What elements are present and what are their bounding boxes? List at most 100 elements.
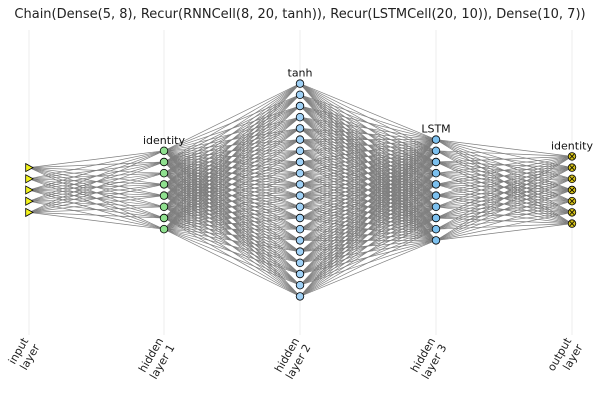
- edge: [163, 150, 301, 230]
- edge: [435, 150, 573, 157]
- edge: [163, 139, 301, 230]
- node-x-mark: [569, 153, 575, 159]
- node-hidden-1: [159, 168, 169, 178]
- edge: [299, 139, 437, 219]
- edge: [163, 83, 301, 219]
- node-hidden-3: [431, 236, 441, 245]
- edge: [28, 150, 165, 180]
- edge: [163, 228, 301, 297]
- node-hidden-2: [295, 236, 305, 245]
- activation-labels: identity tanh LSTM identity: [143, 67, 593, 153]
- edge: [163, 83, 301, 185]
- edge: [299, 139, 437, 275]
- edge: [28, 150, 165, 168]
- node-hidden-2: [295, 258, 305, 267]
- node-hidden-3: [431, 224, 441, 234]
- node-hidden-3: [431, 202, 441, 211]
- node-hidden-2: [295, 112, 305, 122]
- edge: [299, 206, 437, 297]
- node-hidden-2: [295, 202, 305, 211]
- edge: [163, 83, 301, 174]
- edge: [435, 139, 573, 157]
- edge: [299, 161, 437, 297]
- edge: [163, 228, 301, 286]
- edge: [435, 156, 573, 185]
- node-hidden-2: [295, 124, 305, 133]
- node-hidden-2: [295, 157, 305, 167]
- edge: [163, 195, 301, 230]
- edge: [163, 228, 301, 275]
- edge: [163, 94, 301, 230]
- edge: [299, 139, 437, 163]
- edge: [163, 228, 301, 241]
- edge: [28, 195, 165, 213]
- node-x-mark: [569, 176, 575, 182]
- edge: [28, 172, 165, 213]
- edge: [299, 116, 437, 140]
- neuron-nodes: [25, 79, 577, 301]
- activation-label-hidden-3: LSTM: [421, 123, 450, 136]
- node-hidden-2: [295, 146, 305, 155]
- node-hidden-1: [159, 157, 169, 167]
- node-hidden-2: [295, 281, 305, 290]
- edge: [435, 156, 573, 174]
- node-hidden-1: [159, 224, 169, 234]
- edge: [28, 150, 165, 191]
- node-hidden-3: [431, 191, 441, 200]
- edge: [299, 184, 437, 297]
- edge: [163, 128, 301, 230]
- node-hidden-1: [159, 146, 169, 155]
- edge: [299, 139, 437, 241]
- edge: [299, 139, 437, 297]
- edge: [435, 156, 573, 196]
- edge: [435, 156, 573, 230]
- edge: [299, 139, 437, 196]
- node-hidden-1: [159, 213, 169, 223]
- edge: [163, 184, 301, 230]
- node-hidden-2: [295, 269, 305, 279]
- edge: [435, 189, 573, 241]
- edge: [28, 212, 165, 230]
- edge: [163, 228, 301, 252]
- node-input: [25, 207, 34, 218]
- node-input: [25, 196, 34, 206]
- node-hidden-2: [295, 292, 305, 301]
- edge: [299, 139, 437, 185]
- edge: [435, 156, 573, 241]
- node-hidden-2: [295, 168, 305, 178]
- node-hidden-2: [295, 191, 305, 200]
- node-hidden-2: [295, 101, 305, 111]
- edge: [28, 150, 165, 202]
- node-hidden-2: [295, 79, 305, 88]
- edge: [28, 161, 165, 213]
- edge: [435, 156, 573, 208]
- edge: [163, 172, 301, 230]
- edge: [163, 83, 301, 152]
- node-x-mark: [569, 221, 575, 227]
- edge: [435, 178, 573, 241]
- edge: [299, 217, 437, 297]
- node-input: [25, 185, 34, 195]
- node-hidden-2: [295, 224, 305, 234]
- node-input: [25, 174, 34, 184]
- edge: [163, 206, 301, 230]
- edge: [163, 83, 301, 230]
- node-hidden-1: [159, 202, 169, 211]
- edge: [163, 105, 301, 230]
- edge: [163, 228, 301, 264]
- edge: [299, 172, 437, 297]
- edge: [163, 83, 301, 163]
- node-hidden-2: [295, 180, 305, 189]
- edge: [28, 150, 165, 213]
- edge: [163, 217, 301, 230]
- edge: [299, 139, 437, 152]
- edge: [435, 156, 573, 163]
- node-hidden-1: [159, 191, 169, 200]
- node-x-mark: [569, 165, 575, 171]
- edge: [435, 212, 573, 241]
- node-hidden-3: [431, 213, 441, 223]
- edge: [435, 167, 573, 241]
